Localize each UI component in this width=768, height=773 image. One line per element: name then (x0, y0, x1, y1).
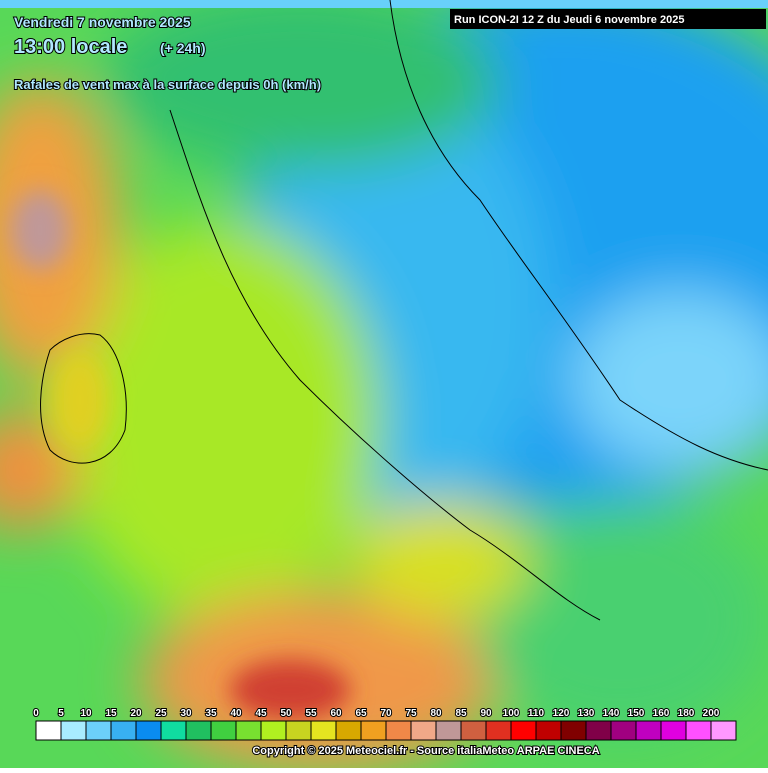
legend-label: 65 (355, 708, 367, 719)
legend-swatch (635, 720, 662, 741)
legend-swatch (410, 720, 437, 741)
copyright: Copyright © 2025 Meteociel.fr - Source i… (252, 745, 599, 757)
legend-label: 130 (578, 708, 595, 719)
legend-label: 25 (155, 708, 167, 719)
legend-swatch (335, 720, 362, 741)
legend-label: 90 (480, 708, 492, 719)
legend-label: 40 (230, 708, 242, 719)
field-lightblue (570, 290, 768, 470)
legend-swatch (435, 720, 462, 741)
legend-label: 15 (105, 708, 117, 719)
legend-swatch (460, 720, 487, 741)
legend-swatch (610, 720, 637, 741)
legend-swatch (185, 720, 212, 741)
legend-swatch (385, 720, 412, 741)
date: Vendredi 7 novembre 2025 (14, 14, 191, 30)
field-green (100, 0, 500, 170)
legend-label: 60 (330, 708, 342, 719)
legend-label: 200 (703, 708, 720, 719)
peak (50, 350, 110, 450)
legend-label: 0 (33, 708, 39, 719)
legend-label: 100 (503, 708, 520, 719)
legend-swatch (560, 720, 587, 741)
wind-peaks (10, 190, 350, 720)
legend-label: 80 (430, 708, 442, 719)
legend: 0 5 10 15 20 25 30 35 40 45 50 55 60 65 70 75 80 85 90 100 1… (32, 707, 737, 741)
legend-swatch (135, 720, 162, 741)
time: 13:00 locale (14, 36, 127, 58)
legend-swatch (485, 720, 512, 741)
legend-swatch (510, 720, 537, 741)
legend-swatch (585, 720, 612, 741)
legend-label: 120 (553, 708, 570, 719)
legend-swatch (360, 720, 387, 741)
legend-label: 180 (678, 708, 695, 719)
legend-swatch (35, 720, 62, 741)
field-yellow (350, 500, 530, 620)
legend-swatch (235, 720, 262, 741)
legend-label: 75 (405, 708, 417, 719)
legend-swatch (660, 720, 687, 741)
legend-swatch (60, 720, 87, 741)
legend-swatch (685, 720, 712, 741)
legend-swatch (110, 720, 137, 741)
legend-swatch (310, 720, 337, 741)
legend-label: 55 (305, 708, 317, 719)
run-info: Run ICON-2I 12 Z du Jeudi 6 novembre 202… (454, 14, 684, 26)
subtitle: Rafales de vent max à la surface depuis … (14, 77, 321, 92)
coastline (389, 0, 768, 471)
legend-swatch (260, 720, 287, 741)
legend-label: 5 (58, 708, 64, 719)
peak (10, 190, 70, 270)
corsica-outline (40, 333, 127, 464)
field-green (470, 500, 768, 740)
legend-label: 150 (628, 708, 645, 719)
legend-label: 20 (130, 708, 142, 719)
legend-label: 50 (280, 708, 292, 719)
legend-label: 35 (205, 708, 217, 719)
legend-swatch (285, 720, 312, 741)
legend-swatch (710, 720, 737, 741)
offset: (+ 24h) (160, 40, 206, 56)
field-yellowgreen (60, 220, 380, 620)
legend-label: 160 (653, 708, 670, 719)
legend-swatch (85, 720, 112, 741)
legend-swatch (210, 720, 237, 741)
legend-swatch (160, 720, 187, 741)
peak (230, 660, 350, 720)
run-box (450, 9, 766, 29)
field-orange (0, 410, 80, 530)
coastline (169, 109, 601, 621)
legend-label: 110 (528, 708, 545, 719)
legend-label: 85 (455, 708, 467, 719)
legend-swatch (535, 720, 562, 741)
legend-label: 45 (255, 708, 267, 719)
legend-label: 140 (603, 708, 620, 719)
legend-label: 30 (180, 708, 192, 719)
map-edge (0, 0, 768, 8)
legend-label: 70 (380, 708, 392, 719)
legend-label: 10 (80, 708, 92, 719)
